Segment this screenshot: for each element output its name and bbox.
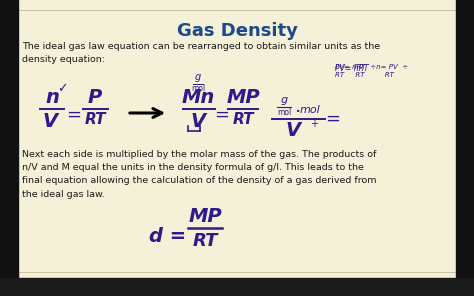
Text: MP: MP (188, 207, 222, 226)
Text: n: n (45, 88, 59, 107)
Text: mol: mol (277, 108, 291, 117)
Text: g: g (195, 72, 201, 82)
Text: PV= nRT  ÷n= PV  ÷: PV= nRT ÷n= PV ÷ (335, 64, 408, 70)
Text: g: g (281, 95, 288, 105)
Text: V: V (191, 112, 206, 131)
Text: P: P (88, 88, 102, 107)
Text: =: = (215, 106, 229, 124)
Text: d =: d = (149, 228, 187, 247)
Text: mol: mol (191, 84, 205, 93)
Text: Gas Density: Gas Density (176, 22, 298, 40)
Text: =: = (326, 110, 340, 128)
Bar (0, 0, 18, 278)
Bar (456, 0, 474, 278)
Text: The ideal gas law equation can be rearranged to obtain similar units as the
dens: The ideal gas law equation can be rearra… (22, 42, 380, 64)
Text: V: V (285, 121, 301, 140)
Text: ✓: ✓ (57, 82, 67, 95)
Text: RT     RT         RT: RT RT RT (335, 72, 394, 78)
Text: RT: RT (192, 232, 218, 250)
Text: MP: MP (226, 88, 260, 107)
Text: =: = (66, 106, 82, 124)
Text: Next each side is multiplied by the molar mass of the gas. The products of
n/V a: Next each side is multiplied by the mola… (22, 150, 376, 199)
Text: V: V (43, 112, 57, 131)
Text: RT: RT (84, 112, 106, 127)
Text: mol: mol (300, 105, 320, 115)
Text: Mn: Mn (182, 88, 215, 107)
Text: ·: · (295, 102, 301, 121)
Text: +: + (310, 119, 318, 129)
Text: RT: RT (232, 112, 254, 127)
Text: PV= n̅R̅T̅: PV= n̅R̅T̅ (335, 64, 373, 73)
Bar (0, 278, 474, 296)
